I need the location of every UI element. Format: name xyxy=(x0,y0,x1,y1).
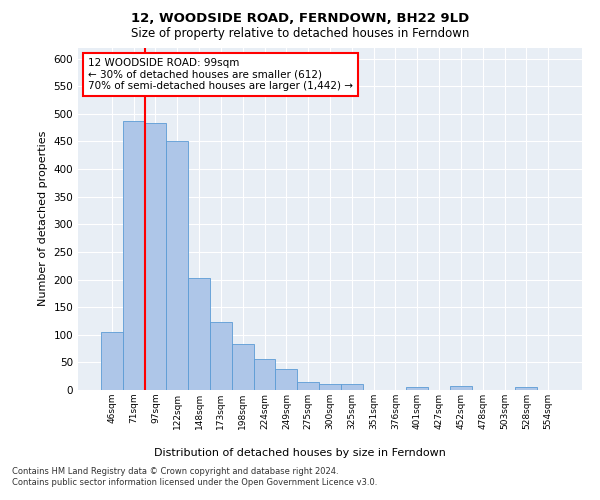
Text: Contains HM Land Registry data © Crown copyright and database right 2024.
Contai: Contains HM Land Registry data © Crown c… xyxy=(12,468,377,487)
Bar xyxy=(101,332,123,390)
Text: Distribution of detached houses by size in Ferndown: Distribution of detached houses by size … xyxy=(154,448,446,458)
Bar xyxy=(319,384,341,390)
Bar xyxy=(188,278,210,390)
Text: 12 WOODSIDE ROAD: 99sqm
← 30% of detached houses are smaller (612)
70% of semi-d: 12 WOODSIDE ROAD: 99sqm ← 30% of detache… xyxy=(88,58,353,91)
Bar xyxy=(123,121,145,390)
Bar xyxy=(341,384,363,390)
Y-axis label: Number of detached properties: Number of detached properties xyxy=(38,131,48,306)
Bar xyxy=(210,322,232,390)
Bar xyxy=(515,386,537,390)
Bar xyxy=(145,123,166,390)
Bar xyxy=(450,386,472,390)
Bar xyxy=(254,358,275,390)
Bar xyxy=(166,142,188,390)
Bar xyxy=(275,369,297,390)
Text: Size of property relative to detached houses in Ferndown: Size of property relative to detached ho… xyxy=(131,28,469,40)
Text: 12, WOODSIDE ROAD, FERNDOWN, BH22 9LD: 12, WOODSIDE ROAD, FERNDOWN, BH22 9LD xyxy=(131,12,469,26)
Bar xyxy=(232,344,254,390)
Bar xyxy=(297,382,319,390)
Bar xyxy=(406,387,428,390)
